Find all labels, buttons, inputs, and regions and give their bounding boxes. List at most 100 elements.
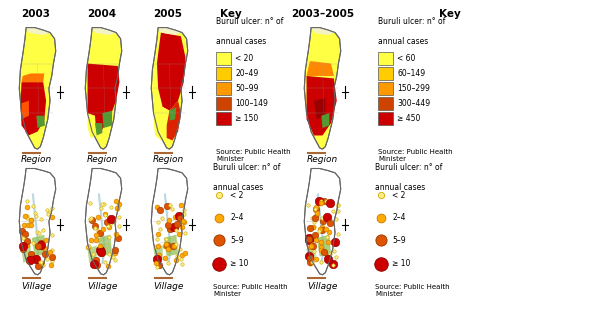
Point xyxy=(328,261,338,266)
Point xyxy=(87,218,97,223)
Polygon shape xyxy=(26,28,50,35)
Point xyxy=(316,201,326,206)
Point xyxy=(308,224,318,229)
Text: Buruli ulcer: n° of: Buruli ulcer: n° of xyxy=(216,17,283,26)
Text: < 20: < 20 xyxy=(235,54,253,63)
Point xyxy=(152,237,162,241)
Point xyxy=(331,255,341,259)
Point xyxy=(310,249,319,254)
Point xyxy=(172,228,181,233)
Point xyxy=(31,257,41,262)
Point xyxy=(179,219,188,224)
Point xyxy=(317,227,326,232)
Point xyxy=(334,232,343,237)
Point xyxy=(96,206,106,210)
Point xyxy=(43,211,53,216)
Point xyxy=(154,243,163,248)
Point xyxy=(86,238,96,243)
Point xyxy=(93,228,103,233)
Point xyxy=(42,207,52,212)
Point xyxy=(103,224,112,228)
Point xyxy=(305,257,315,262)
Polygon shape xyxy=(170,107,176,121)
Point xyxy=(330,240,340,245)
Point xyxy=(160,255,170,260)
Text: Buruli ulcer: n° of: Buruli ulcer: n° of xyxy=(378,17,445,26)
Point xyxy=(21,213,31,218)
Point xyxy=(169,244,179,249)
Point xyxy=(171,241,181,246)
Point xyxy=(46,249,55,254)
Polygon shape xyxy=(88,64,119,132)
Point xyxy=(106,221,116,226)
Point xyxy=(323,216,333,221)
Point xyxy=(309,224,319,229)
Point xyxy=(83,245,92,250)
Point xyxy=(323,239,332,244)
Text: Source: Public Health
Minister: Source: Public Health Minister xyxy=(375,284,449,297)
Point xyxy=(26,222,36,227)
Point xyxy=(93,215,103,220)
Point xyxy=(38,227,48,232)
Point xyxy=(110,218,119,223)
Point xyxy=(328,262,338,267)
Point xyxy=(34,264,43,269)
Point xyxy=(34,243,43,248)
Point xyxy=(47,258,56,263)
Point xyxy=(31,213,40,218)
Text: Source: Public Health
Minister: Source: Public Health Minister xyxy=(216,149,290,162)
Point xyxy=(176,202,186,207)
Point xyxy=(322,199,331,204)
Point xyxy=(306,244,316,249)
Point xyxy=(161,241,170,246)
Point xyxy=(177,252,187,257)
Point xyxy=(304,236,314,241)
Point xyxy=(376,238,385,243)
Point xyxy=(175,215,185,220)
Point xyxy=(317,239,326,244)
Point xyxy=(95,244,105,249)
Text: 2005: 2005 xyxy=(154,9,182,19)
Text: 5–9: 5–9 xyxy=(392,236,406,245)
Point xyxy=(36,261,46,266)
Point xyxy=(23,223,33,228)
Point xyxy=(110,248,120,253)
Point xyxy=(35,260,45,265)
Text: 60–149: 60–149 xyxy=(397,69,425,78)
Point xyxy=(305,256,315,261)
Point xyxy=(311,237,321,242)
Point xyxy=(305,225,314,230)
Point xyxy=(91,224,100,229)
Point xyxy=(100,260,110,265)
Point xyxy=(97,251,107,256)
Polygon shape xyxy=(37,116,45,128)
Point xyxy=(18,244,28,249)
Point xyxy=(322,235,332,240)
Text: Region: Region xyxy=(307,155,338,164)
Point xyxy=(46,263,55,268)
Point xyxy=(98,227,107,232)
Point xyxy=(110,250,120,255)
Point xyxy=(178,219,188,224)
Point xyxy=(333,202,343,207)
Polygon shape xyxy=(92,28,116,35)
Point xyxy=(328,209,337,214)
Point xyxy=(303,202,313,207)
Point xyxy=(96,250,106,255)
Point xyxy=(89,261,99,266)
Point xyxy=(169,225,179,230)
Point xyxy=(36,243,46,248)
Point xyxy=(26,251,36,256)
Point xyxy=(95,248,105,253)
Point xyxy=(110,257,119,262)
Point xyxy=(305,262,315,267)
Polygon shape xyxy=(19,169,56,275)
Point xyxy=(173,253,182,258)
Polygon shape xyxy=(322,113,329,128)
Point xyxy=(376,193,385,197)
Polygon shape xyxy=(85,28,122,149)
Text: < 60: < 60 xyxy=(397,54,416,63)
Polygon shape xyxy=(167,101,181,140)
Point xyxy=(322,254,331,259)
Point xyxy=(165,203,175,208)
